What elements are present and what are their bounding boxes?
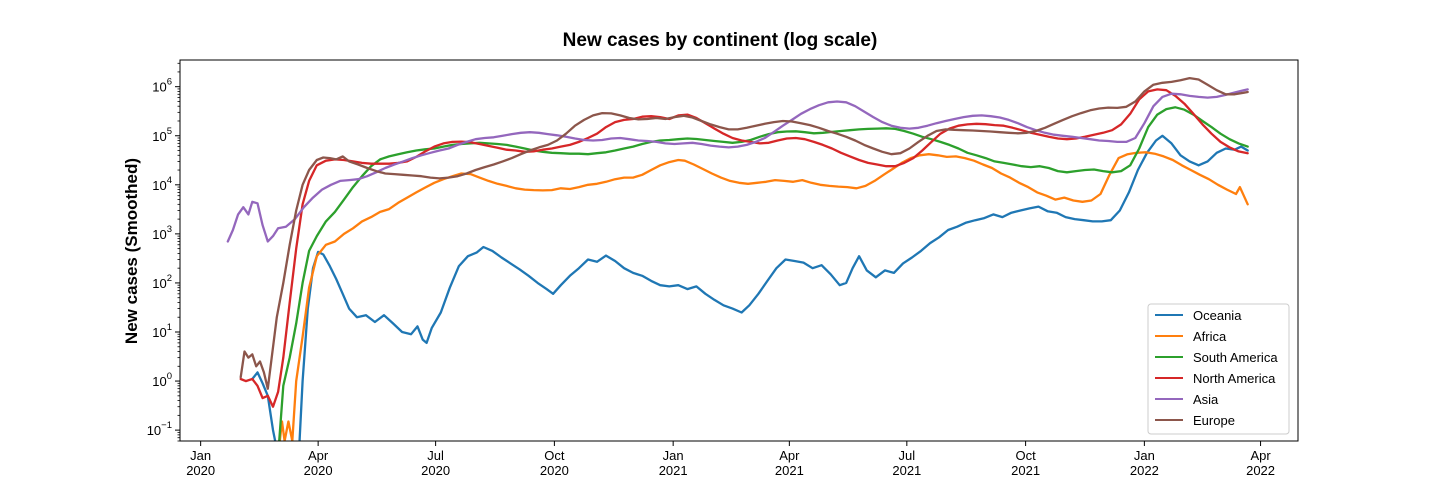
x-tick-label: Apr (1250, 448, 1271, 463)
series-line-north-america (239, 88, 1249, 408)
x-tick-label: 2021 (659, 463, 688, 478)
chart-title: New cases by continent (log scale) (563, 30, 878, 51)
x-tick-label: Jan (1134, 448, 1155, 463)
x-tick-label: 2020 (186, 463, 215, 478)
x-axis: Jan2020Apr2020Jul2020Oct2020Jan2021Apr20… (186, 441, 1275, 478)
legend-box (1147, 303, 1290, 435)
x-tick-label: Jan (663, 448, 684, 463)
x-tick-label: 2021 (1011, 463, 1040, 478)
legend-label: Asia (1193, 392, 1219, 407)
series-line-asia (226, 88, 1249, 243)
legend-label: North America (1193, 371, 1276, 386)
x-tick-label: Apr (308, 448, 329, 463)
x-tick-label: 2020 (421, 463, 450, 478)
legend-label: Europe (1193, 413, 1235, 428)
legend-label: Africa (1193, 329, 1227, 344)
y-axis: 10−1 100 101 102 103 104 105 106 (147, 62, 180, 442)
y-tick-label: 101 (152, 322, 172, 340)
series-line-europe (239, 76, 1249, 390)
x-tick-label: Apr (779, 448, 800, 463)
y-tick-label: 106 (152, 77, 172, 95)
legend-label: Oceania (1193, 308, 1242, 323)
series-layer (226, 76, 1249, 441)
x-tick-label: 2020 (304, 463, 333, 478)
x-tick-label: Oct (544, 448, 565, 463)
x-tick-label: Oct (1015, 448, 1036, 463)
x-tick-label: 2022 (1130, 463, 1159, 478)
series-line-africa (278, 151, 1249, 441)
y-tick-label: 10−1 (147, 420, 172, 438)
x-tick-label: 2020 (540, 463, 569, 478)
y-tick-label: 103 (152, 224, 172, 242)
y-axis-label: New cases (Smoothed) (122, 158, 141, 344)
y-tick-label: 105 (152, 126, 172, 144)
series-line-south-america (278, 106, 1249, 441)
x-tick-label: Jan (190, 448, 211, 463)
x-tick-label: Jul (899, 448, 916, 463)
x-tick-label: 2022 (1246, 463, 1275, 478)
y-tick-label: 104 (152, 175, 172, 193)
x-tick-label: Jul (427, 448, 444, 463)
x-tick-label: 2021 (892, 463, 921, 478)
y-tick-label: 102 (152, 273, 172, 291)
legend: Oceania Africa South America North America A… (1147, 303, 1290, 435)
legend-label: South America (1193, 350, 1278, 365)
x-tick-label: 2021 (775, 463, 804, 478)
y-tick-label: 100 (152, 371, 172, 389)
plot-frame (179, 59, 1299, 442)
series-line-oceania (251, 134, 1249, 441)
